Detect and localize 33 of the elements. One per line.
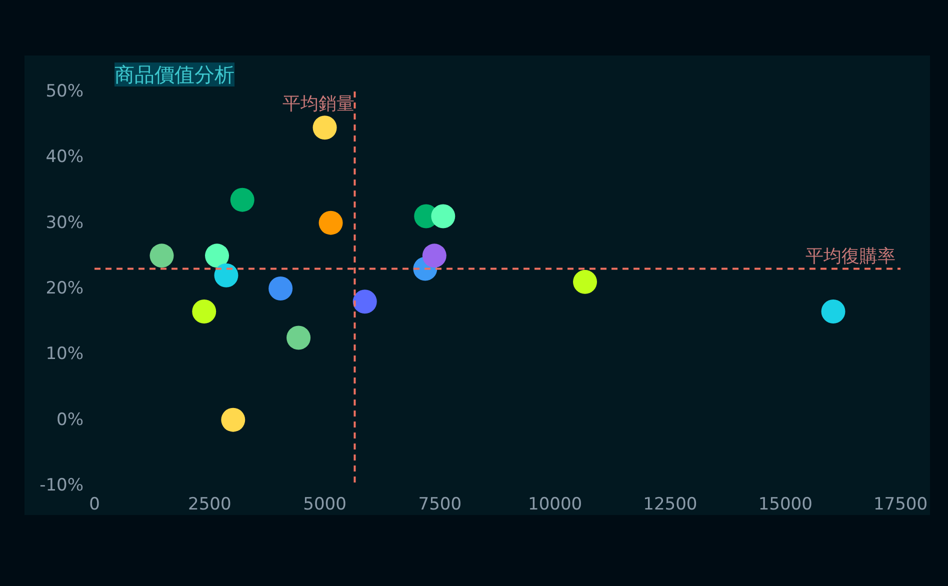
point bbox=[318, 210, 343, 235]
chart-title: 商品價值分析 bbox=[114, 62, 234, 86]
x-tick-label: 7500 bbox=[418, 494, 462, 514]
point bbox=[214, 263, 238, 288]
y-tick-label: 30% bbox=[46, 212, 84, 233]
y-tick-label: -10% bbox=[40, 476, 84, 496]
point bbox=[150, 244, 174, 268]
point bbox=[422, 244, 446, 268]
point bbox=[573, 270, 598, 294]
ref-line-label: 平均復購率 bbox=[806, 246, 896, 267]
x-tick-label: 5000 bbox=[303, 494, 346, 514]
y-tick-label: 10% bbox=[46, 344, 84, 364]
x-tick-label: 0 bbox=[89, 494, 100, 514]
y-tick-label: 40% bbox=[46, 147, 84, 168]
x-tick-label: 15000 bbox=[758, 494, 812, 514]
y-tick-label: 50% bbox=[46, 82, 84, 102]
x-tick-label: 2500 bbox=[188, 494, 232, 514]
x-tick-label: 10000 bbox=[528, 494, 582, 514]
point bbox=[221, 408, 246, 432]
x-tick-label: 17500 bbox=[873, 494, 928, 514]
point bbox=[205, 244, 230, 268]
point bbox=[352, 290, 377, 314]
point bbox=[286, 326, 311, 350]
point bbox=[268, 276, 293, 300]
ref-line-label: 平均銷量 bbox=[282, 94, 355, 114]
y-tick-label: 0% bbox=[56, 410, 84, 430]
point bbox=[431, 204, 456, 228]
point bbox=[192, 300, 216, 324]
point bbox=[230, 188, 254, 212]
y-tick-label: 20% bbox=[46, 278, 84, 298]
point bbox=[312, 116, 337, 140]
x-tick-label: 12500 bbox=[643, 494, 698, 514]
point bbox=[821, 300, 846, 324]
